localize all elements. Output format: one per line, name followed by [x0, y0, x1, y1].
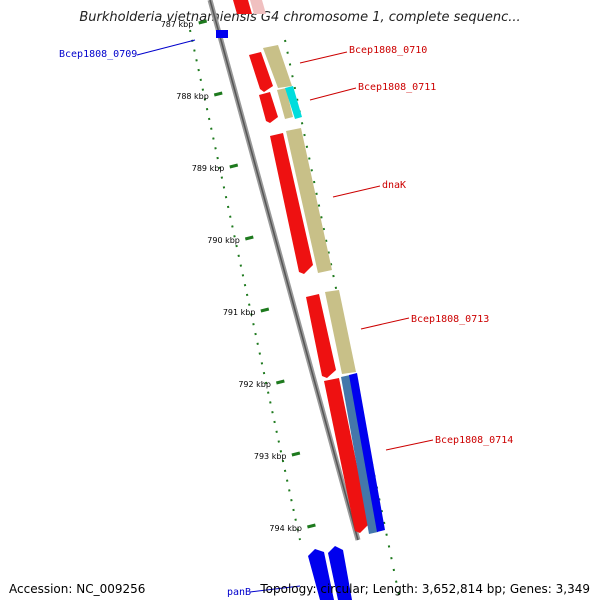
cds-bcep1808-0709-blue[interactable] — [216, 30, 228, 38]
gene-label-bcep1808-0710[interactable]: Bcep1808_0710 — [349, 45, 427, 56]
cds-panb-2[interactable] — [328, 546, 352, 600]
feature-dnak — [286, 128, 332, 273]
leader-panb — [249, 585, 301, 593]
cds-bcep1808-0711[interactable] — [259, 92, 278, 123]
cds-panb[interactable] — [308, 549, 334, 600]
summary-text: Topology: circular; Length: 3,652,814 bp… — [260, 582, 590, 596]
tick-mark — [275, 379, 285, 385]
leader-dnak — [332, 185, 381, 198]
tick-label: 792 kbp — [238, 380, 271, 389]
feature-bcep1808-0714-steel — [341, 375, 378, 534]
cds-top-tan — [250, 0, 266, 14]
leader-bcep1808-0711 — [309, 87, 357, 101]
tick-guide-line — [189, 29, 301, 541]
tick-mark — [260, 307, 270, 313]
leader-bcep1808-0710 — [299, 51, 348, 64]
tick-label: 791 kbp — [223, 308, 256, 317]
cds-bcep1808-0713[interactable] — [306, 294, 336, 378]
feature-bcep1808-0710 — [263, 45, 292, 88]
feature-bcep1808-0713 — [325, 290, 356, 374]
tick-mark — [229, 163, 239, 169]
cds-dnak[interactable] — [270, 133, 313, 274]
feature-bcep1808-0711-tan — [277, 88, 293, 119]
tick-group: 787 kbp 788 kbp 789 kbp 790 kbp 791 kbp 792 k… — [161, 19, 316, 533]
tick-label: 794 kbp — [269, 524, 302, 533]
gene-label-bcep1808-0714[interactable]: Bcep1808_0714 — [435, 435, 513, 446]
tick-mark — [213, 91, 223, 97]
map-title: Burkholderia vietnamiensis G4 chromosome… — [79, 10, 521, 25]
cds-bcep1808-0714[interactable] — [324, 378, 369, 533]
leader-bcep1808-0714 — [385, 439, 434, 451]
feature-track — [216, 0, 385, 600]
gene-label-bcep1808-0711[interactable]: Bcep1808_0711 — [358, 82, 436, 93]
cds-bcep1808-0710[interactable] — [249, 52, 273, 92]
leader-bcep1808-0713 — [360, 317, 410, 330]
tick-mark — [291, 451, 301, 457]
tick-mark — [198, 19, 208, 25]
tick-mark — [307, 523, 316, 529]
tick-label: 788 kbp — [176, 92, 209, 101]
tick-label: 787 kbp — [161, 20, 194, 29]
gene-label-panb[interactable]: panB — [227, 587, 251, 598]
accession-text: Accession: NC_009256 — [9, 582, 146, 596]
feature-bcep1808-0711-cyan — [285, 86, 302, 119]
gene-label-bcep1808-0713[interactable]: Bcep1808_0713 — [411, 314, 489, 325]
cds-bcep1808-0709[interactable] — [233, 0, 252, 14]
chromosome-backbone — [207, 0, 361, 541]
leader-bcep1808-0709 — [136, 39, 196, 56]
tick-mark — [244, 235, 254, 241]
gene-labels: Bcep1808_0709 Bcep1808_0710 Bcep1808_071… — [59, 39, 513, 598]
gene-label-dnak[interactable]: dnaK — [382, 180, 406, 191]
gene-label-bcep1808-0709[interactable]: Bcep1808_0709 — [59, 49, 137, 60]
tick-label: 790 kbp — [207, 236, 240, 245]
tick-label: 793 kbp — [254, 452, 287, 461]
tick-label: 789 kbp — [192, 164, 225, 173]
feature-bcep1808-0714-blue — [349, 373, 385, 532]
